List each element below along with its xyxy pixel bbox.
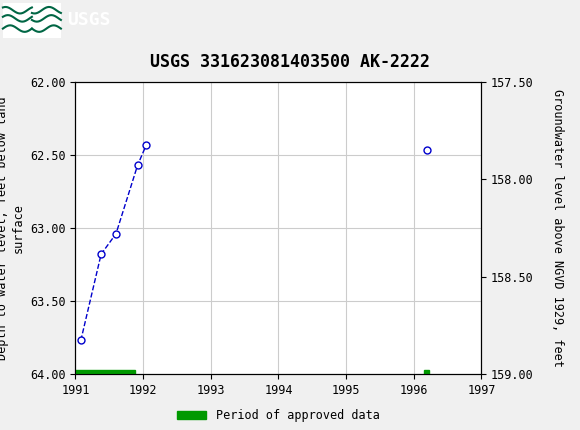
Y-axis label: Depth to water level, feet below land
surface: Depth to water level, feet below land su…	[0, 96, 24, 360]
Bar	[3, 3, 61, 37]
Legend: Period of approved data: Period of approved data	[172, 404, 385, 427]
Y-axis label: Groundwater level above NGVD 1929, feet: Groundwater level above NGVD 1929, feet	[550, 89, 564, 367]
Bar	[75, 370, 135, 374]
Text: USGS: USGS	[67, 11, 110, 29]
Text: USGS 331623081403500 AK-2222: USGS 331623081403500 AK-2222	[150, 53, 430, 71]
Bar	[424, 370, 429, 374]
